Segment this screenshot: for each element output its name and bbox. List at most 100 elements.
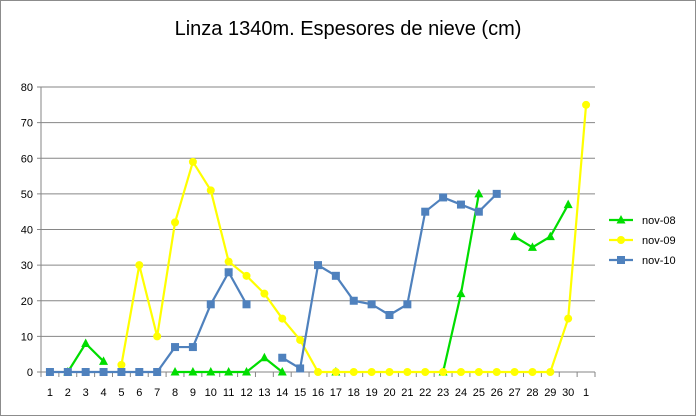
data-point-nov-09 — [188, 157, 197, 166]
data-point-nov-08 — [99, 356, 109, 365]
x-tick-label: 22 — [419, 387, 431, 399]
x-tick-label: 27 — [508, 387, 520, 399]
x-tick-label: 30 — [562, 387, 574, 399]
data-point-nov-09 — [296, 335, 305, 344]
data-point-nov-10 — [81, 368, 90, 376]
data-point-nov-09 — [510, 368, 519, 376]
x-tick-label: 13 — [258, 387, 270, 399]
x-tick-label: 11 — [223, 387, 234, 399]
y-tick-label: 20 — [21, 296, 33, 308]
x-tick-label: 1 — [47, 387, 53, 399]
data-point-nov-10 — [367, 300, 376, 309]
y-tick-label: 0 — [27, 367, 33, 379]
y-tick-label: 60 — [21, 153, 33, 165]
x-tick-label: 5 — [118, 387, 124, 399]
x-tick-label: 20 — [383, 387, 395, 399]
legend-marker — [617, 236, 625, 244]
x-tick-label: 6 — [136, 387, 142, 399]
data-point-nov-10 — [117, 368, 126, 376]
y-tick-label: 70 — [21, 118, 33, 130]
y-tick-label: 40 — [21, 225, 33, 237]
x-tick-label: 29 — [544, 387, 556, 399]
data-point-nov-10 — [421, 207, 430, 216]
legend-label: nov-08 — [642, 215, 676, 227]
legend-item-nov-08: nov-08 — [609, 215, 676, 227]
data-point-nov-09 — [528, 368, 537, 376]
data-point-nov-09 — [492, 368, 501, 376]
x-tick-label: 21 — [401, 387, 413, 399]
data-point-nov-09 — [349, 368, 358, 376]
data-point-nov-10 — [153, 368, 162, 376]
x-tick-label: 9 — [190, 387, 196, 399]
data-point-nov-09 — [456, 368, 465, 376]
data-point-nov-10 — [385, 311, 394, 319]
data-point-nov-10 — [474, 207, 483, 216]
data-point-nov-08 — [545, 231, 555, 241]
data-point-nov-10 — [314, 261, 322, 270]
y-tick-label: 30 — [21, 260, 33, 272]
data-point-nov-10 — [135, 368, 144, 376]
x-tick-label: 10 — [205, 387, 217, 399]
data-point-nov-08 — [81, 338, 91, 347]
data-point-nov-09 — [546, 368, 555, 376]
data-point-nov-08 — [259, 352, 269, 362]
data-point-nov-10 — [296, 364, 305, 373]
y-tick-label: 50 — [21, 189, 33, 201]
legend-marker — [617, 256, 625, 264]
data-point-nov-09 — [117, 360, 126, 369]
y-tick-label: 80 — [21, 82, 33, 94]
series-nov-08 — [63, 188, 573, 376]
data-point-nov-09 — [421, 368, 430, 376]
series-line-nov-08 — [66, 342, 105, 373]
data-point-nov-10 — [224, 268, 233, 277]
data-point-nov-10 — [492, 189, 501, 198]
data-point-nov-09 — [367, 368, 376, 376]
x-tick-label: 18 — [348, 387, 360, 399]
x-tick-label: 8 — [172, 387, 178, 399]
data-point-nov-10 — [171, 343, 180, 352]
legend-item-nov-10: nov-10 — [609, 255, 676, 267]
data-point-nov-08 — [563, 199, 573, 209]
data-point-nov-09 — [331, 368, 340, 376]
data-point-nov-08 — [527, 242, 537, 251]
x-tick-label: 24 — [455, 387, 467, 399]
x-tick-label: 14 — [276, 387, 288, 399]
series-line-nov-08 — [514, 204, 570, 249]
data-point-nov-09 — [314, 368, 322, 376]
data-point-nov-09 — [403, 368, 412, 376]
data-point-nov-10 — [63, 368, 72, 376]
data-point-nov-08 — [188, 367, 198, 376]
data-point-nov-09 — [439, 368, 448, 376]
data-point-nov-10 — [45, 368, 54, 376]
data-point-nov-08 — [456, 288, 466, 298]
series-nov-10 — [45, 189, 501, 376]
data-point-nov-09 — [582, 100, 591, 109]
data-point-nov-10 — [349, 296, 358, 305]
series-line-nov-10 — [281, 193, 498, 370]
data-point-nov-08 — [224, 367, 234, 376]
x-tick-label: 12 — [240, 387, 252, 399]
data-point-nov-09 — [278, 314, 287, 323]
gridlines — [41, 86, 595, 373]
x-tick-label: 23 — [437, 387, 449, 399]
data-point-nov-10 — [439, 193, 448, 202]
x-tick-label: 25 — [473, 387, 485, 399]
data-point-nov-08 — [170, 367, 180, 376]
chart-title: Linza 1340m. Espesores de nieve (cm) — [175, 18, 522, 40]
data-point-nov-10 — [99, 368, 108, 376]
series-layer — [45, 100, 591, 376]
legend-item-nov-09: nov-09 — [609, 235, 676, 247]
x-tick-label: 4 — [100, 387, 106, 399]
legend-label: nov-09 — [642, 235, 676, 247]
data-point-nov-08 — [474, 188, 484, 198]
x-tick-label: 7 — [154, 387, 160, 399]
data-point-nov-09 — [135, 261, 144, 270]
data-point-nov-10 — [403, 300, 412, 309]
data-point-nov-10 — [188, 343, 197, 352]
data-point-nov-09 — [171, 218, 180, 227]
series-line-nov-08 — [442, 193, 480, 373]
data-point-nov-09 — [242, 271, 251, 280]
